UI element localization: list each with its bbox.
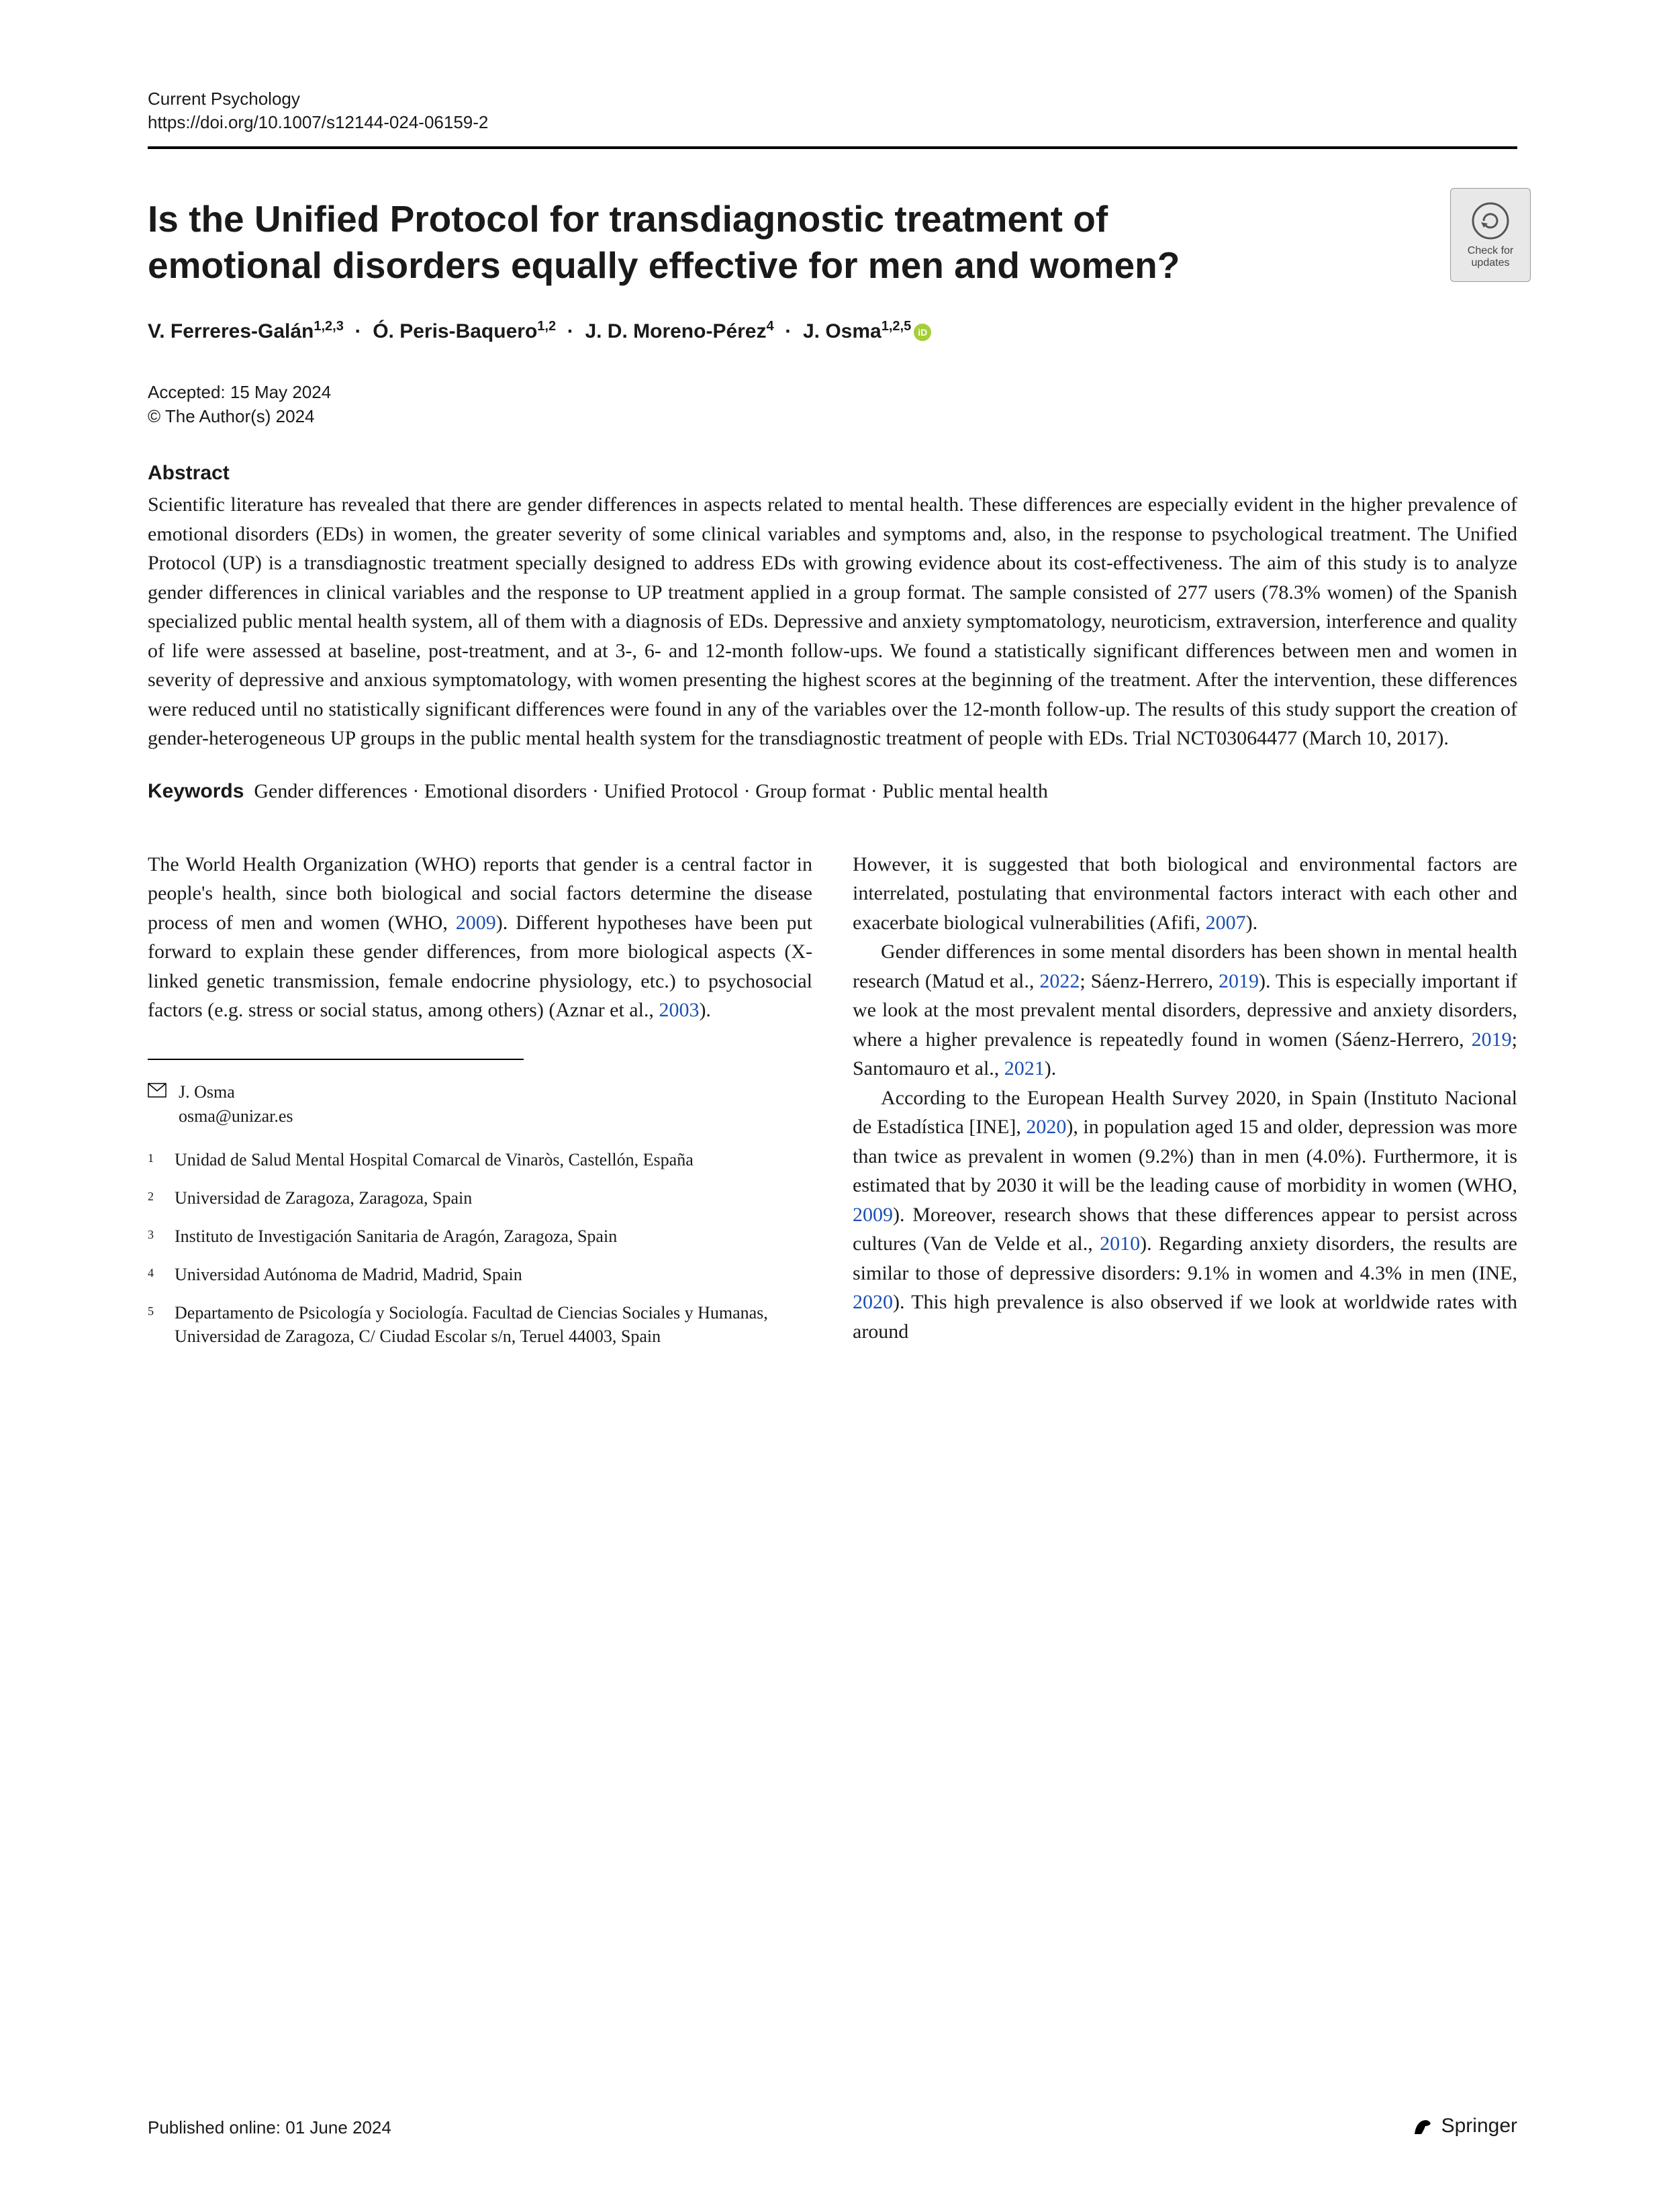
journal-name: Current Psychology	[148, 87, 1517, 111]
header-meta: Current Psychology https://doi.org/10.10…	[148, 87, 1517, 134]
citation-link[interactable]: 2019	[1219, 970, 1259, 992]
citation-link[interactable]: 2009	[853, 1204, 893, 1226]
author: Ó. Peris-Baquero1,2	[373, 320, 556, 342]
check-updates-label: Check for updates	[1451, 245, 1530, 269]
citation-link[interactable]: 2020	[1026, 1116, 1066, 1138]
citation-link[interactable]: 2020	[853, 1291, 893, 1313]
corr-email[interactable]: osma@unizar.es	[179, 1104, 293, 1128]
check-updates-icon	[1470, 201, 1511, 241]
affiliation: 1Unidad de Salud Mental Hospital Comarca…	[148, 1148, 812, 1171]
left-column: The World Health Organization (WHO) repo…	[148, 850, 812, 1363]
citation-link[interactable]: 2009	[456, 912, 496, 934]
check-updates-badge[interactable]: Check for updates	[1450, 188, 1531, 282]
citation-link[interactable]: 2007	[1206, 912, 1246, 934]
published-online: Published online: 01 June 2024	[148, 2117, 391, 2138]
body-columns: The World Health Organization (WHO) repo…	[148, 850, 1517, 1363]
abstract-body: Scientific literature has revealed that …	[148, 490, 1517, 753]
authors-line: V. Ferreres-Galán1,2,3 · Ó. Peris-Baquer…	[148, 319, 1517, 343]
doi[interactable]: https://doi.org/10.1007/s12144-024-06159…	[148, 111, 1517, 134]
affiliations: 1Unidad de Salud Mental Hospital Comarca…	[148, 1148, 812, 1349]
citation-link[interactable]: 2021	[1004, 1057, 1045, 1079]
citation-link[interactable]: 2019	[1472, 1028, 1512, 1051]
right-column: However, it is suggested that both biolo…	[853, 850, 1517, 1363]
accepted-date: Accepted: 15 May 2024	[148, 380, 1517, 404]
author: V. Ferreres-Galán1,2,3	[148, 320, 344, 342]
affiliation: 2Universidad de Zaragoza, Zaragoza, Spai…	[148, 1186, 812, 1210]
abstract-heading: Abstract	[148, 462, 1517, 485]
keywords-line: Keywords Gender differences · Emotional …	[148, 780, 1517, 803]
correspondence: J. Osma osma@unizar.es	[148, 1080, 812, 1129]
author: J. Osma1,2,5	[803, 320, 931, 342]
citation-link[interactable]: 2022	[1039, 970, 1080, 992]
affiliation: 5Departamento de Psicología y Sociología…	[148, 1301, 812, 1348]
mail-icon	[148, 1080, 166, 1095]
author: J. D. Moreno-Pérez4	[585, 320, 773, 342]
keywords-label: Keywords	[148, 780, 244, 802]
publisher-name: Springer	[1441, 2115, 1517, 2137]
rule-top	[148, 146, 1517, 149]
citation-link[interactable]: 2003	[659, 999, 699, 1021]
affiliation: 3Instituto de Investigación Sanitaria de…	[148, 1224, 812, 1248]
article-dates: Accepted: 15 May 2024 © The Author(s) 20…	[148, 380, 1517, 429]
citation-link[interactable]: 2010	[1100, 1233, 1140, 1255]
affiliation: 4Universidad Autónoma de Madrid, Madrid,…	[148, 1263, 812, 1286]
orcid-icon[interactable]	[914, 324, 931, 341]
keywords: Gender differences · Emotional disorders…	[254, 780, 1047, 802]
article-title: Is the Unified Protocol for transdiagnos…	[148, 196, 1289, 289]
body-text-right: However, it is suggested that both biolo…	[853, 850, 1517, 1347]
springer-horse-icon	[1411, 2114, 1435, 2138]
corr-name: J. Osma	[179, 1080, 293, 1104]
publisher-logo: Springer	[1411, 2114, 1517, 2138]
body-text-left: The World Health Organization (WHO) repo…	[148, 850, 812, 1025]
page-footer: Published online: 01 June 2024 Springer	[148, 2114, 1517, 2138]
affiliation-rule	[148, 1059, 524, 1060]
copyright: © The Author(s) 2024	[148, 404, 1517, 428]
